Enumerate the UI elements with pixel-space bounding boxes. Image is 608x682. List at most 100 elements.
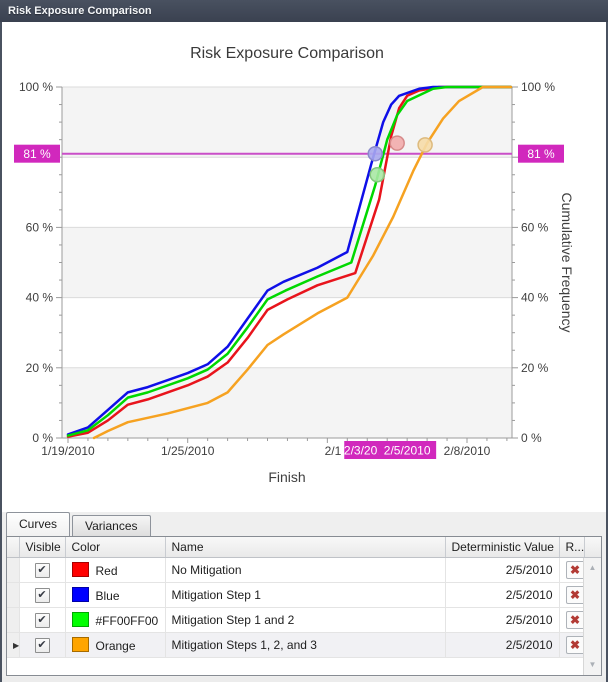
y-tick-label-left: 20 %: [26, 361, 54, 375]
row-indicator: [7, 557, 20, 583]
color-cell[interactable]: Red: [65, 557, 166, 583]
color-swatch[interactable]: [71, 612, 89, 627]
deterministic-value-cell[interactable]: 2/5/2010: [445, 607, 560, 633]
x-tick-label: 1/19/2010: [41, 444, 95, 458]
y-axis-title: Cumulative Frequency: [559, 192, 575, 332]
color-label: #FF00FF00: [95, 614, 159, 628]
name-cell[interactable]: No Mitigation: [165, 557, 446, 583]
window-title: Risk Exposure Comparison: [8, 5, 152, 17]
delete-curve-button[interactable]: ✖: [565, 561, 583, 579]
table-row[interactable]: ▶ ✔ Orange Mitigation Steps 1, 2, and 3 2/5/…: [7, 632, 601, 658]
name-cell[interactable]: Mitigation Steps 1, 2, and 3: [165, 632, 446, 658]
tab-curves[interactable]: Curves: [6, 512, 71, 536]
col-scroll-spacer: [584, 537, 601, 558]
visible-checkbox[interactable]: ✔: [34, 612, 50, 628]
name-cell[interactable]: Mitigation Step 1: [165, 582, 446, 608]
y-tick-label-right: 0 %: [521, 431, 542, 445]
x-tick-highlight-box[interactable]: [378, 441, 437, 459]
x-tick-label: 1/25/2010: [161, 444, 215, 458]
x-tick-label-highlight: 2/5/2010: [384, 444, 431, 458]
tab-variances[interactable]: Variances: [72, 515, 151, 536]
color-cell[interactable]: Orange: [65, 632, 166, 658]
tab-strip: Curves Variances: [2, 512, 606, 536]
visible-cell: ✔: [19, 582, 66, 608]
name-cell[interactable]: Mitigation Step 1 and 2: [165, 607, 446, 633]
color-label: Orange: [95, 639, 136, 653]
chart-title: Risk Exposure Comparison: [190, 45, 384, 62]
y-tick-label-left: 40 %: [26, 291, 54, 305]
deterministic-value-cell[interactable]: 2/5/2010: [445, 557, 560, 583]
y-tick-label-left: 60 %: [26, 220, 54, 234]
deterministic-value-cell[interactable]: 2/5/2010: [445, 632, 560, 658]
remove-cell: ✖: [559, 582, 585, 608]
y-tick-label-right: 100 %: [521, 80, 555, 94]
col-visible[interactable]: Visible: [19, 537, 66, 558]
table-row[interactable]: ✔ #FF00FF00 Mitigation Step 1 and 2 2/5/201…: [7, 607, 601, 633]
col-name[interactable]: Name: [165, 537, 446, 558]
plot-band: [62, 227, 512, 298]
x-axis-title: Finish: [268, 469, 305, 485]
color-swatch[interactable]: [71, 562, 89, 577]
color-cell[interactable]: Blue: [65, 582, 166, 608]
row-indicator: [7, 607, 20, 633]
curves-table: Visible Color Name Deterministic Value R…: [7, 537, 601, 658]
color-label: Red: [95, 564, 118, 578]
table-row[interactable]: ✔ Red No Mitigation 2/5/2010 ✖: [7, 557, 601, 583]
y-tick-label-left: 0 %: [32, 431, 53, 445]
curve-marker[interactable]: [369, 167, 385, 183]
row-indicator: [7, 582, 20, 608]
table-row[interactable]: ✔ Blue Mitigation Step 1 2/5/2010 ✖: [7, 582, 601, 608]
y-tick-label-right: 20 %: [521, 361, 549, 375]
threshold-label-box[interactable]: [14, 144, 60, 163]
col-color[interactable]: Color: [65, 537, 166, 558]
color-swatch[interactable]: [71, 587, 89, 602]
threshold-label-box[interactable]: [518, 144, 564, 163]
curve-mitigation-step-1-and-2[interactable]: [66, 85, 513, 437]
plot-band: [62, 87, 512, 158]
visible-cell: ✔: [19, 632, 66, 658]
row-indicator-header: [7, 537, 20, 558]
remove-cell: ✖: [559, 632, 585, 658]
visible-checkbox[interactable]: ✔: [34, 562, 50, 578]
scroll-down-icon[interactable]: ▼: [588, 660, 597, 669]
curve-marker[interactable]: [367, 145, 383, 162]
visible-checkbox[interactable]: ✔: [34, 637, 50, 653]
chart-section: 0 % 0 % 20 % 20 % 40 % 40 % 60 % 60 % 100 % 100 %…: [2, 22, 606, 512]
color-cell[interactable]: #FF00FF00: [65, 607, 166, 633]
scroll-up-icon[interactable]: ▲: [588, 563, 597, 572]
deterministic-value-cell[interactable]: 2/5/2010: [445, 582, 560, 608]
curves-panel: Curves Variances Visible Color Name Dete…: [2, 512, 606, 682]
color-label: Blue: [95, 589, 120, 603]
delete-curve-button[interactable]: ✖: [565, 636, 583, 654]
curve-mitigation-step-1[interactable]: [66, 85, 513, 436]
threshold-label-left: 81 %: [23, 147, 51, 161]
y-tick-label-right: 60 %: [521, 220, 549, 234]
x-tick-label: 2/8/2010: [444, 444, 491, 458]
remove-cell: ✖: [559, 557, 585, 583]
table-scrollbar[interactable]: ▲ ▼: [583, 558, 601, 675]
curve-no-mitigation[interactable]: [66, 85, 513, 438]
y-tick-label-right: 40 %: [521, 291, 549, 305]
window-titlebar: Risk Exposure Comparison: [0, 0, 608, 22]
col-remove[interactable]: R...: [559, 537, 585, 558]
row-indicator: ▶: [7, 632, 20, 658]
table-header-row: Visible Color Name Deterministic Value R…: [7, 537, 601, 558]
curves-table-wrap: Visible Color Name Deterministic Value R…: [6, 536, 602, 676]
curve-marker[interactable]: [417, 137, 433, 153]
visible-cell: ✔: [19, 557, 66, 583]
curve-marker[interactable]: [389, 135, 405, 151]
color-swatch[interactable]: [71, 637, 89, 652]
x-tick-label: 2/1: [325, 444, 342, 458]
visible-checkbox[interactable]: ✔: [34, 587, 50, 603]
remove-cell: ✖: [559, 607, 585, 633]
col-deterministic-value[interactable]: Deterministic Value: [445, 537, 560, 558]
threshold-label-right: 81 %: [527, 147, 555, 161]
plot-band: [62, 157, 512, 228]
row-marker-icon: ▶: [13, 640, 19, 650]
delete-curve-button[interactable]: ✖: [565, 586, 583, 604]
y-tick-label-left: 100 %: [19, 80, 53, 94]
curve-mitigation-steps-1-2-and-3[interactable]: [92, 85, 513, 440]
plot-band: [62, 367, 512, 438]
delete-curve-button[interactable]: ✖: [565, 611, 583, 629]
